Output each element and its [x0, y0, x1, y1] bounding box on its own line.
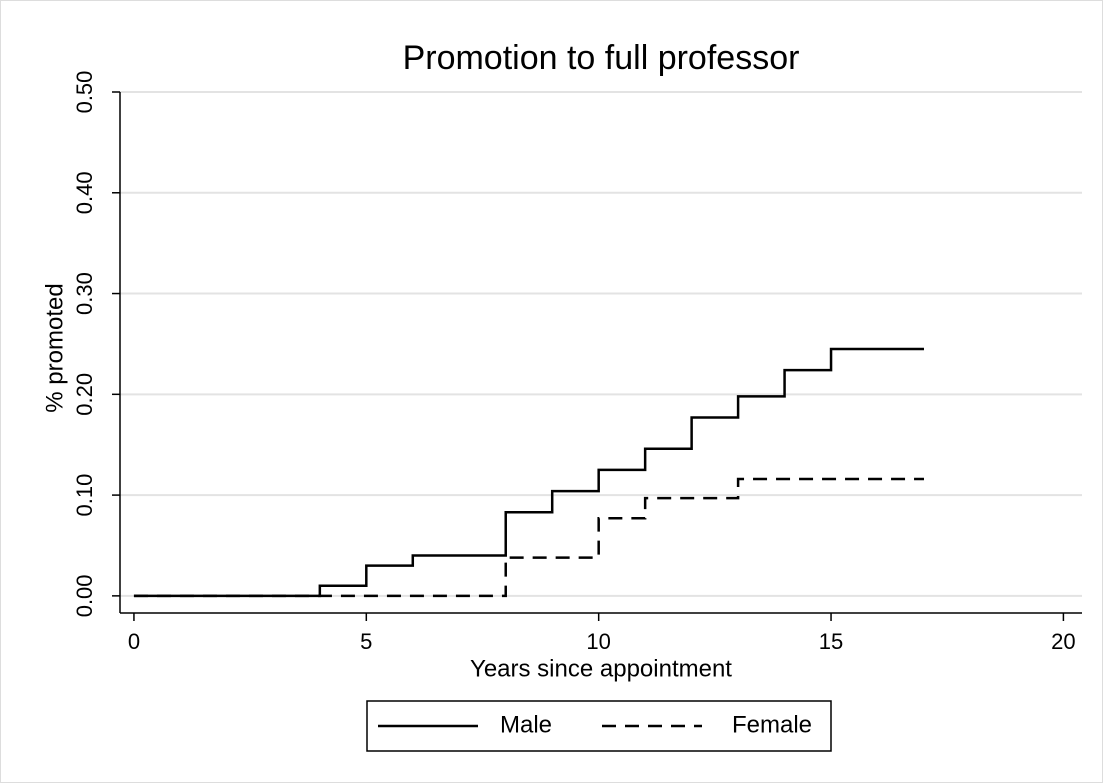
y-tick-label: 0.40: [72, 171, 97, 214]
legend-label: Male: [500, 711, 552, 738]
x-tick-label: 10: [586, 629, 610, 654]
y-tick-label: 0.20: [72, 373, 97, 416]
x-tick-label: 20: [1051, 629, 1075, 654]
x-tick-label: 0: [128, 629, 140, 654]
y-tick-label: 0.10: [72, 474, 97, 517]
y-tick-label: 0.00: [72, 574, 97, 617]
x-tick-label: 15: [819, 629, 843, 654]
x-tick-label: 5: [360, 629, 372, 654]
series-line: [133, 347, 924, 598]
chart-title: Promotion to full professor: [403, 39, 800, 77]
y-tick-label: 0.30: [72, 272, 97, 315]
y-axis-title: % promoted: [41, 283, 68, 412]
y-tick-label: 0.50: [72, 71, 97, 114]
x-axis-title: Years since appointment: [470, 655, 732, 682]
legend-label: Female: [732, 711, 812, 738]
series-line: [133, 477, 924, 598]
